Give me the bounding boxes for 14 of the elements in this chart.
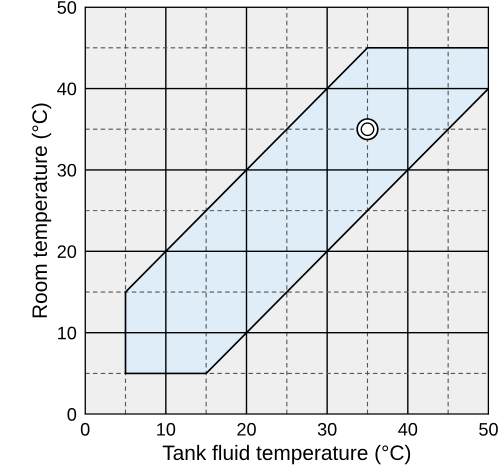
y-tick-label: 50: [57, 1, 76, 14]
y-tick-label: 30: [57, 164, 76, 177]
y-tick-label: 20: [58, 245, 76, 258]
y-tick-label: 0: [68, 408, 76, 421]
y-axis-title: Room temperature (°C): [32, 104, 52, 318]
x-axis-title: Tank fluid temperature (°C): [162, 444, 410, 464]
y-tick-label: 10: [58, 326, 76, 340]
y-tick-label: 40: [57, 82, 76, 96]
x-tick-label: 40: [398, 422, 418, 436]
x-tick-label: 50: [479, 422, 498, 436]
x-tick-label: 30: [318, 422, 336, 436]
x-tick-label: 0: [80, 422, 90, 436]
x-tick-label: 20: [237, 422, 256, 436]
x-tick-label: 10: [157, 422, 176, 436]
